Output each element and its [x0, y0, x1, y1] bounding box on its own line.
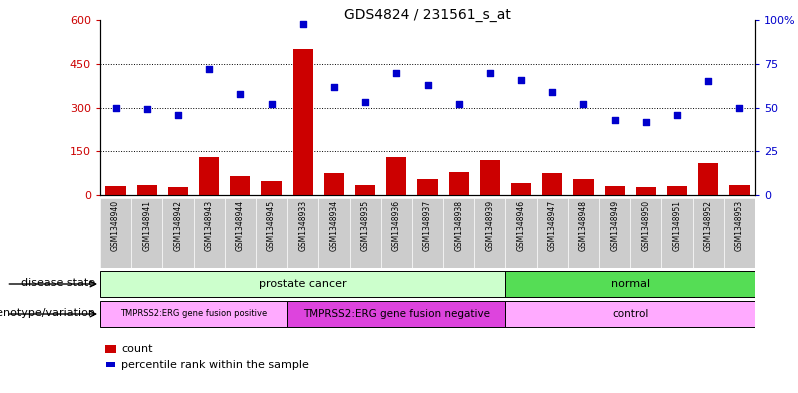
Bar: [318, 198, 350, 268]
Bar: [636, 187, 656, 195]
Bar: [729, 185, 749, 195]
Bar: [100, 270, 505, 298]
Point: [109, 105, 122, 111]
Bar: [724, 198, 755, 268]
Text: TMPRSS2:ERG gene fusion negative: TMPRSS2:ERG gene fusion negative: [302, 309, 490, 319]
Bar: [693, 198, 724, 268]
Text: GDS4824 / 231561_s_at: GDS4824 / 231561_s_at: [344, 8, 511, 22]
Bar: [100, 301, 287, 327]
Bar: [448, 172, 469, 195]
Point: [390, 69, 403, 75]
Bar: [136, 185, 157, 195]
Text: GSM1348938: GSM1348938: [454, 200, 463, 251]
Bar: [480, 160, 500, 195]
Bar: [412, 198, 443, 268]
Point: [484, 69, 496, 75]
Bar: [568, 198, 599, 268]
Bar: [537, 198, 568, 268]
Point: [452, 101, 465, 107]
Point: [515, 76, 527, 83]
Text: GSM1348933: GSM1348933: [298, 200, 307, 251]
Text: count: count: [121, 344, 152, 354]
Bar: [230, 176, 251, 195]
Point: [296, 20, 309, 27]
Text: prostate cancer: prostate cancer: [259, 279, 346, 289]
Text: GSM1348949: GSM1348949: [610, 200, 619, 251]
Point: [733, 105, 746, 111]
Text: GSM1348950: GSM1348950: [642, 200, 650, 251]
Bar: [293, 49, 313, 195]
Text: GSM1348944: GSM1348944: [236, 200, 245, 251]
Text: GSM1348935: GSM1348935: [361, 200, 369, 251]
Bar: [417, 179, 437, 195]
Bar: [105, 186, 126, 195]
Text: GSM1348941: GSM1348941: [142, 200, 152, 251]
Point: [203, 66, 215, 72]
Text: disease state: disease state: [21, 277, 95, 288]
Point: [327, 83, 340, 90]
Bar: [630, 198, 662, 268]
Point: [172, 111, 184, 118]
Bar: [225, 198, 256, 268]
Bar: [662, 198, 693, 268]
Bar: [381, 198, 412, 268]
Bar: [474, 198, 505, 268]
Bar: [324, 173, 344, 195]
Bar: [505, 301, 755, 327]
Bar: [256, 198, 287, 268]
Text: GSM1348946: GSM1348946: [516, 200, 526, 251]
Text: GSM1348953: GSM1348953: [735, 200, 744, 251]
Bar: [511, 183, 531, 195]
Bar: [287, 301, 505, 327]
Text: percentile rank within the sample: percentile rank within the sample: [121, 360, 309, 369]
Text: GSM1348942: GSM1348942: [173, 200, 183, 251]
Bar: [350, 198, 381, 268]
Bar: [698, 163, 718, 195]
Point: [265, 101, 278, 107]
Bar: [355, 185, 375, 195]
Text: GSM1348952: GSM1348952: [704, 200, 713, 251]
Point: [670, 111, 683, 118]
Bar: [131, 198, 162, 268]
Text: TMPRSS2:ERG gene fusion positive: TMPRSS2:ERG gene fusion positive: [120, 310, 267, 318]
Text: GSM1348936: GSM1348936: [392, 200, 401, 251]
Bar: [599, 198, 630, 268]
Bar: [573, 179, 594, 195]
Point: [546, 88, 559, 95]
Text: GSM1348943: GSM1348943: [204, 200, 214, 251]
Text: genotype/variation: genotype/variation: [0, 308, 95, 318]
Point: [421, 82, 434, 88]
Bar: [505, 270, 755, 298]
Bar: [605, 186, 625, 195]
Text: GSM1348937: GSM1348937: [423, 200, 432, 251]
Point: [701, 78, 714, 84]
Bar: [542, 173, 563, 195]
Point: [639, 118, 652, 125]
Bar: [194, 198, 225, 268]
Bar: [168, 187, 188, 195]
Text: GSM1348939: GSM1348939: [485, 200, 495, 251]
Bar: [667, 186, 687, 195]
Point: [359, 99, 372, 105]
Text: GSM1348948: GSM1348948: [579, 200, 588, 251]
Text: GSM1348940: GSM1348940: [111, 200, 120, 251]
Text: GSM1348947: GSM1348947: [547, 200, 557, 251]
Text: GSM1348951: GSM1348951: [673, 200, 681, 251]
Point: [577, 101, 590, 107]
Bar: [199, 157, 219, 195]
Bar: [287, 198, 318, 268]
Bar: [100, 198, 131, 268]
Bar: [262, 181, 282, 195]
Text: GSM1348945: GSM1348945: [267, 200, 276, 251]
Point: [608, 117, 621, 123]
Point: [140, 106, 153, 112]
Point: [234, 90, 247, 97]
Bar: [386, 157, 406, 195]
Bar: [162, 198, 194, 268]
Text: GSM1348934: GSM1348934: [330, 200, 338, 251]
Bar: [505, 198, 537, 268]
Text: normal: normal: [610, 279, 650, 289]
Text: control: control: [612, 309, 649, 319]
Bar: [443, 198, 474, 268]
